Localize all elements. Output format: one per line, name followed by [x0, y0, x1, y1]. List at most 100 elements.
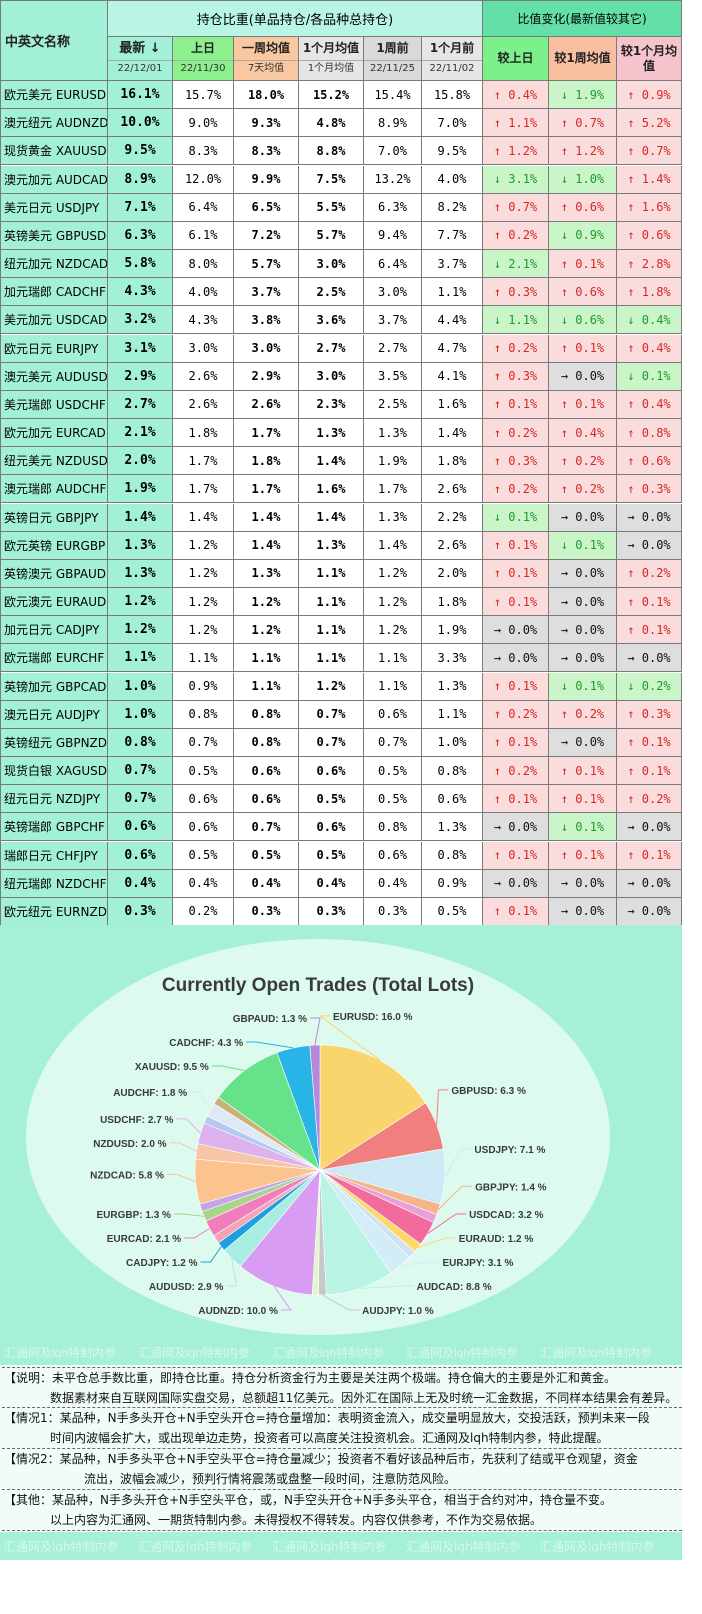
change-cell: ↑ 0.1%: [617, 728, 682, 757]
table-cell: 7.5%: [299, 165, 364, 194]
table-cell: 4.7%: [422, 334, 483, 363]
table-cell: 1.7%: [173, 475, 234, 504]
change-cell: ↑ 1.6%: [617, 193, 682, 222]
table-cell: 1.3%: [299, 531, 364, 560]
slice-label: USDCAD: 3.2 %: [469, 1210, 544, 1221]
slice-label: USDJPY: 7.1 %: [474, 1145, 545, 1156]
column-header: 1个月前 22/11/02: [422, 37, 483, 81]
change-cell: ↑ 0.2%: [483, 700, 549, 729]
table-cell: 1.4%: [234, 531, 299, 560]
table-cell: 0.5%: [173, 757, 234, 786]
note-line: 数据素材来自互联网国际实盘交易，总额超11亿美元。因外汇在国际上无及时统一汇金数…: [50, 1391, 678, 1405]
table-cell: 0.2%: [173, 897, 234, 926]
change-cell: ↑ 0.1%: [483, 390, 549, 419]
table-cell: 0.5%: [234, 841, 299, 870]
change-cell: ↑ 0.1%: [483, 559, 549, 588]
table-cell: 1.7%: [364, 475, 422, 504]
column-header: 较上日: [483, 37, 549, 81]
table-cell: 1.1%: [234, 644, 299, 673]
slice-label: EURJPY: 3.1 %: [442, 1258, 513, 1269]
change-cell: ↑ 0.1%: [617, 616, 682, 645]
table-cell: 1.4%: [422, 419, 483, 448]
table-cell: 6.3%: [108, 221, 173, 250]
watermark-row: 汇通网及lqh特制内参 汇通网及lqh特制内参 汇通网及lqh特制内参 汇通网及lqh…: [0, 1532, 682, 1560]
table-cell: 2.1%: [108, 419, 173, 448]
table-cell: 1.3%: [299, 419, 364, 448]
table-cell: 0.8%: [173, 700, 234, 729]
table-cell: 7.2%: [234, 221, 299, 250]
notes: 【说明：未平仓总手数比重，即持仓比重。持仓分析资金行为主要是关注两个极端。持仓偏…: [0, 1365, 682, 1535]
change-cell: ↑ 0.1%: [483, 531, 549, 560]
table-cell: 1.2%: [299, 672, 364, 701]
pair-name: 美元加元 USDCAD: [1, 306, 108, 335]
table-cell: 2.0%: [422, 559, 483, 588]
label-leader: [273, 1285, 292, 1311]
holdings-table: 中英文名称 持仓比重(单品持仓/各品种总持仓) 比值变化(最新值较其它) 最新 ↓ 22…: [0, 0, 682, 926]
column-title: 上日: [190, 41, 215, 55]
column-title: 一周均值: [241, 41, 290, 55]
label-leader: [226, 1258, 237, 1287]
table-cell: 1.7%: [234, 419, 299, 448]
change-cell: → 0.0%: [617, 813, 682, 842]
change-cell: → 0.0%: [549, 728, 617, 757]
table-cell: 4.3%: [173, 306, 234, 335]
table-cell: 1.2%: [173, 588, 234, 617]
table-cell: 2.6%: [234, 390, 299, 419]
table-cell: 1.8%: [173, 419, 234, 448]
change-cell: → 0.0%: [483, 644, 549, 673]
change-cell: ↑ 0.6%: [617, 447, 682, 476]
table-cell: 1.1%: [234, 672, 299, 701]
table-cell: 1.4%: [234, 503, 299, 532]
column-subtitle: 1个月均值: [299, 60, 363, 76]
table-cell: 1.8%: [234, 447, 299, 476]
table-cell: 2.6%: [422, 475, 483, 504]
table-cell: 1.2%: [108, 588, 173, 617]
table-cell: 1.1%: [108, 644, 173, 673]
table-cell: 1.9%: [422, 616, 483, 645]
column-title: 1周前: [376, 41, 409, 55]
label-leader: [173, 1213, 204, 1217]
header-group: 持仓比重(单品持仓/各品种总持仓): [108, 1, 483, 37]
table-cell: 1.3%: [108, 559, 173, 588]
slice-label: NZDCAD: 5.8 %: [90, 1170, 164, 1181]
pair-name: 澳元瑞郎 AUDCHF: [1, 475, 108, 504]
table-cell: 0.3%: [364, 897, 422, 926]
table-cell: 1.6%: [422, 390, 483, 419]
table-cell: 1.0%: [422, 728, 483, 757]
note: 【说明：未平仓总手数比重，即持仓比重。持仓分析资金行为主要是关注两个极端。持仓偏…: [2, 1367, 682, 1408]
table-cell: 5.7%: [299, 221, 364, 250]
change-cell: → 0.0%: [549, 897, 617, 926]
table-cell: 0.6%: [234, 785, 299, 814]
change-cell: ↑ 0.1%: [549, 390, 617, 419]
table-cell: 1.2%: [364, 616, 422, 645]
table-cell: 0.7%: [234, 813, 299, 842]
pie-slice: [239, 1169, 321, 1296]
change-cell: ↑ 0.2%: [549, 447, 617, 476]
change-cell: → 0.0%: [617, 869, 682, 898]
table-cell: 0.3%: [234, 897, 299, 926]
column-title: 1个月均值: [302, 41, 360, 55]
label-leader: [438, 1185, 473, 1210]
table-cell: 9.4%: [364, 221, 422, 250]
column-header: 1周前 22/11/25: [364, 37, 422, 81]
change-cell: ↑ 0.7%: [549, 109, 617, 138]
table-cell: 0.7%: [299, 728, 364, 757]
table-cell: 9.9%: [234, 165, 299, 194]
slice-label: EURUSD: 16.0 %: [333, 1012, 413, 1023]
watermark: 汇通网及lqh特制内参: [138, 1345, 250, 1360]
slice-label: EURGBP: 1.3 %: [96, 1210, 171, 1221]
label-leader: [318, 1015, 381, 1061]
table-cell: 15.8%: [422, 81, 483, 110]
change-cell: ↑ 0.1%: [483, 728, 549, 757]
table-cell: 3.5%: [364, 362, 422, 391]
slice-label: GBPJPY: 1.4 %: [475, 1182, 547, 1193]
column-title: 较1周均值: [554, 51, 611, 65]
watermark: 汇通网及lqh特制内参: [540, 1345, 652, 1360]
table-cell: 1.0%: [108, 672, 173, 701]
table-cell: 1.3%: [422, 813, 483, 842]
change-cell: ↓ 1.1%: [483, 306, 549, 335]
change-cell: ↑ 0.3%: [617, 700, 682, 729]
change-cell: ↑ 1.1%: [483, 109, 549, 138]
table-cell: 0.7%: [173, 728, 234, 757]
change-cell: ↑ 0.1%: [549, 841, 617, 870]
